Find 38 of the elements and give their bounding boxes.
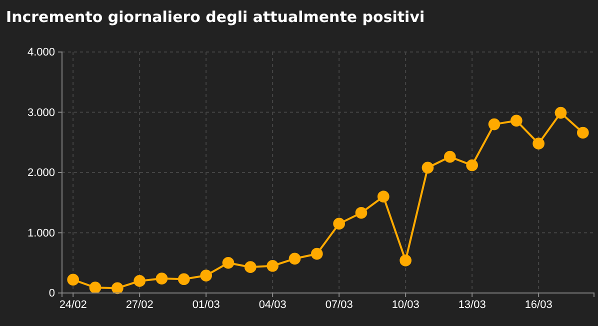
point	[89, 282, 102, 294]
point	[333, 218, 345, 230]
point	[178, 273, 190, 286]
point	[244, 261, 256, 273]
x-tick-label: 01/03	[192, 298, 220, 311]
point	[266, 260, 278, 272]
point	[355, 206, 368, 219]
x-tick-label: 04/03	[258, 298, 286, 311]
point	[422, 162, 434, 174]
chart-title: Incremento giornaliero degli attualmente positivi	[6, 8, 425, 26]
point	[112, 282, 124, 294]
y-tick-label: 4.000	[27, 46, 55, 59]
point	[200, 270, 212, 282]
y-tick-label: 2.000	[27, 167, 55, 180]
y-tick-label: 1.000	[27, 227, 55, 240]
point	[554, 106, 567, 119]
x-tick-label: 16/03	[524, 298, 552, 311]
x-tick-label: 10/03	[392, 298, 420, 311]
x-tick-label: 13/03	[458, 298, 486, 311]
point	[156, 272, 168, 284]
point	[378, 190, 390, 203]
point	[400, 254, 412, 266]
point	[134, 275, 146, 287]
point	[444, 150, 456, 163]
x-tick-label: 24/02	[59, 298, 87, 311]
point	[67, 274, 79, 286]
point	[577, 126, 589, 139]
point	[510, 114, 522, 127]
point	[311, 248, 323, 260]
x-tick-label: 27/02	[126, 298, 154, 311]
point	[532, 138, 544, 150]
y-tick-label: 3.000	[27, 106, 55, 119]
point	[466, 159, 478, 172]
point	[222, 256, 234, 269]
point	[488, 118, 500, 130]
point	[288, 252, 301, 265]
x-tick-label: 07/03	[325, 298, 353, 311]
y-tick-label: 0	[48, 288, 55, 300]
